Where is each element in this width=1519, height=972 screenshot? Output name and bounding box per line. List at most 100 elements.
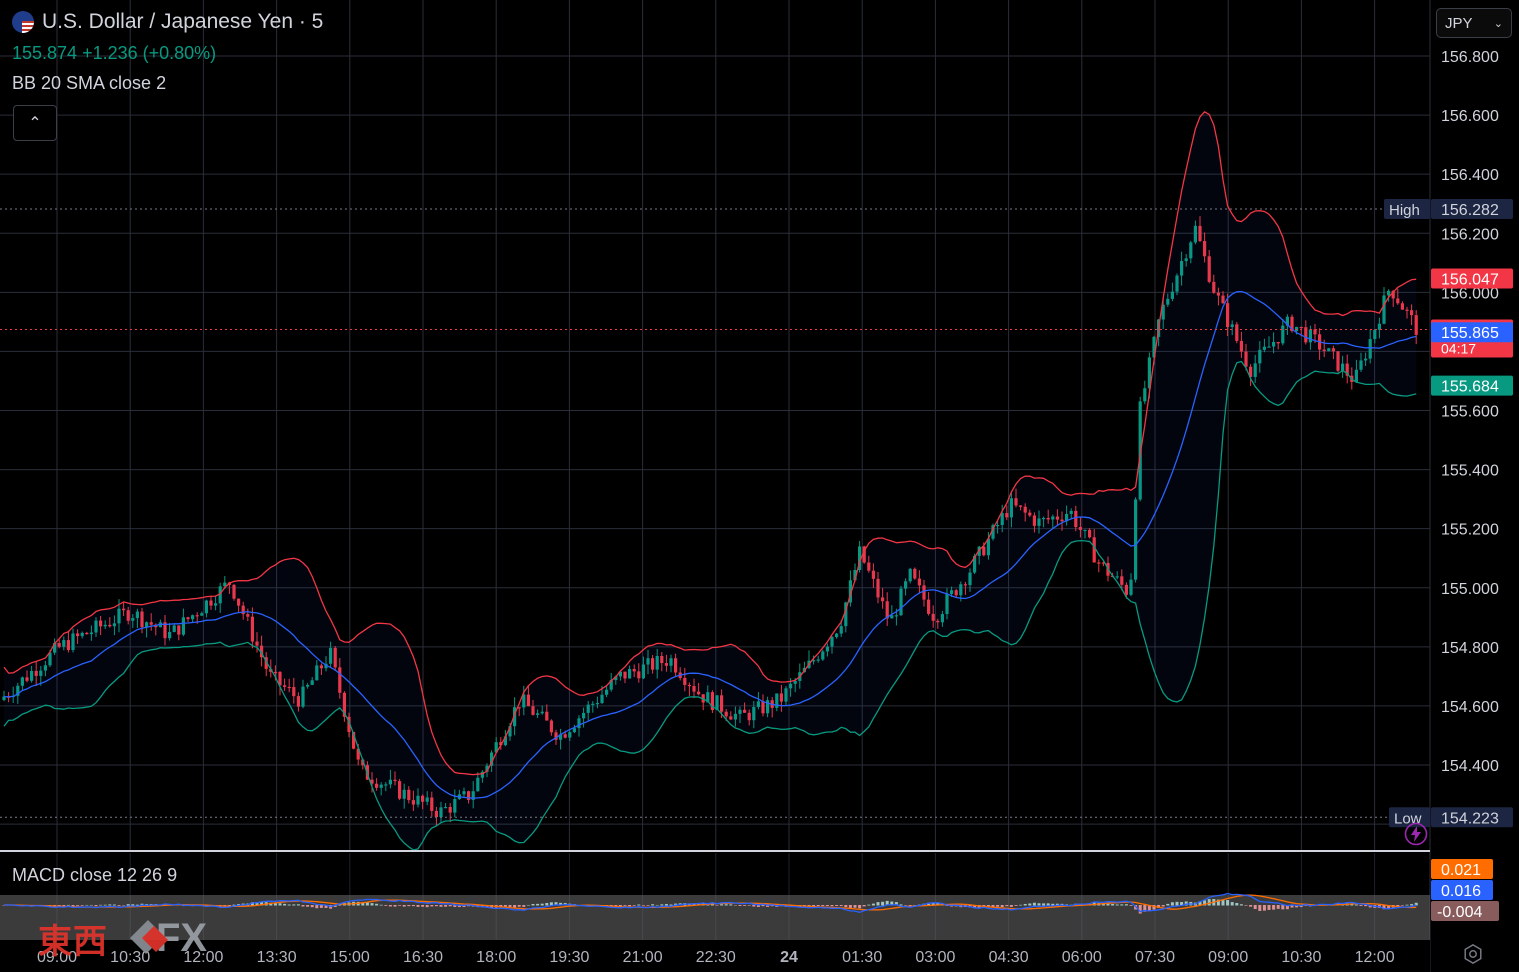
candle-body <box>48 652 52 666</box>
candle-body <box>1364 358 1368 361</box>
candle-body <box>1115 576 1119 578</box>
macd-histogram-bar <box>1235 903 1239 906</box>
candle-body <box>384 784 388 786</box>
candle-body <box>1005 513 1009 518</box>
macd-histogram-bar <box>333 905 337 907</box>
candle-body <box>108 624 112 627</box>
time-tick-label: 21:00 <box>623 949 663 966</box>
macd-histogram-bar <box>1253 905 1257 909</box>
macd-histogram-bar <box>554 902 558 906</box>
macd-histogram-bar <box>71 905 75 907</box>
macd-histogram-bar <box>1410 904 1414 906</box>
macd-histogram-bar <box>384 905 388 906</box>
candle-body <box>1069 510 1073 514</box>
candle-body <box>963 584 967 586</box>
candle-body <box>517 707 521 709</box>
candle-body <box>255 641 259 646</box>
candle-body <box>687 684 691 687</box>
symbol-title[interactable]: U.S. Dollar / Japanese Yen · 5 <box>12 10 323 34</box>
candle-body <box>66 640 70 651</box>
macd-histogram-bar <box>986 905 990 908</box>
candle-body <box>324 663 328 669</box>
candle-body <box>651 658 655 670</box>
macd-histogram-bar <box>862 905 866 907</box>
price-tick-label: 156.400 <box>1441 167 1499 184</box>
macd-histogram-bar <box>439 905 443 907</box>
candle-body <box>342 692 346 717</box>
candle-body <box>269 668 273 672</box>
candle-body <box>931 613 935 621</box>
macd-histogram-bar <box>623 905 627 906</box>
candle-body <box>1391 290 1395 299</box>
candle-body <box>283 685 287 687</box>
macd-histogram-bar <box>1244 905 1248 906</box>
macd-histogram-bar <box>513 905 517 908</box>
candle-body <box>195 615 199 617</box>
candle-body <box>467 791 471 800</box>
candle-body <box>388 779 392 785</box>
currency-select[interactable]: JPY ⌄ <box>1436 8 1512 38</box>
macd-histogram-bar <box>637 904 641 906</box>
macd-histogram-bar <box>1207 899 1211 906</box>
macd-histogram-bar <box>232 904 236 906</box>
candle-body <box>1129 579 1133 595</box>
macd-histogram-bar <box>1272 905 1276 910</box>
time-tick-label: 01:30 <box>842 949 882 966</box>
macd-histogram-bar <box>825 905 829 907</box>
macd-histogram-bar <box>1037 903 1041 906</box>
candle-body <box>1281 325 1285 344</box>
candle-body <box>1180 261 1184 276</box>
candle-body <box>1276 341 1280 344</box>
gear-icon[interactable] <box>1462 943 1484 965</box>
price-tick-label: 155.200 <box>1441 522 1499 539</box>
macd-histogram-bar <box>448 905 452 907</box>
candle-body <box>1170 291 1174 299</box>
macd-histogram-bar <box>545 902 549 906</box>
macd-histogram-bar <box>890 901 894 906</box>
candle-body <box>876 578 880 598</box>
macd-histogram-bar <box>379 904 383 906</box>
macd-histogram-bar <box>821 905 825 907</box>
macd-histogram-bar <box>1175 901 1179 906</box>
macd-histogram-bar <box>1396 905 1400 907</box>
candle-body <box>53 643 57 653</box>
candle-body <box>480 771 484 778</box>
macd-legend[interactable]: MACD close 12 26 9 <box>12 865 178 885</box>
candle-body <box>476 777 480 792</box>
macd-histogram-bar <box>733 905 737 906</box>
candle-body <box>296 696 300 707</box>
candle-body <box>71 633 75 651</box>
macd-histogram-bar <box>112 904 116 906</box>
currency-select-value: JPY <box>1445 14 1473 32</box>
candle-body <box>1373 329 1377 340</box>
macd-histogram-bar <box>927 902 931 906</box>
candle-body <box>927 599 931 614</box>
macd-histogram-bar <box>269 902 273 906</box>
macd-histogram-bar <box>867 904 871 906</box>
candle-body <box>1299 326 1303 329</box>
candle-body <box>140 611 144 628</box>
lightning-icon[interactable] <box>1404 822 1428 846</box>
candle-body <box>503 736 507 746</box>
candle-body <box>2 696 6 701</box>
candle-body <box>908 568 912 582</box>
candle-body <box>25 677 29 681</box>
collapse-legend-button[interactable]: ⌃ <box>13 105 57 141</box>
macd-histogram-bar <box>103 904 107 906</box>
macd-histogram-bar <box>1267 905 1271 910</box>
candle-body <box>784 688 788 702</box>
macd-histogram-bar <box>315 905 319 909</box>
macd-histogram-bar <box>674 903 678 906</box>
macd-histogram-bar <box>1230 902 1234 906</box>
candle-body <box>945 593 949 615</box>
bollinger-legend[interactable]: BB 20 SMA close 2 <box>12 73 167 93</box>
candle-body <box>204 600 208 614</box>
candle-body <box>1143 388 1147 402</box>
candle-body <box>1028 512 1032 516</box>
candle-body <box>1359 360 1363 370</box>
time-tick-label: 04:30 <box>989 949 1029 966</box>
macd-histogram-bar <box>844 905 848 908</box>
candle-body <box>1230 324 1234 328</box>
candle-body <box>444 807 448 809</box>
